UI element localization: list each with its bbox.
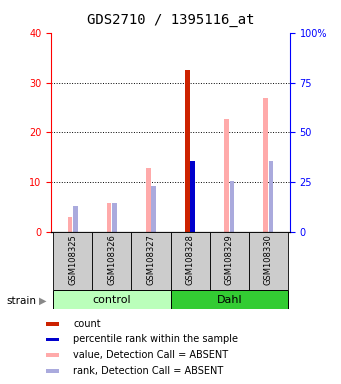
Bar — [68, 217, 72, 232]
Text: GSM108325: GSM108325 — [68, 234, 77, 285]
Bar — [185, 70, 190, 232]
Bar — [107, 204, 112, 232]
Bar — [131, 232, 170, 290]
Bar — [269, 161, 273, 232]
Bar — [112, 204, 117, 232]
Bar — [53, 290, 170, 309]
Bar — [46, 369, 59, 373]
Bar — [224, 119, 229, 232]
Text: GSM108326: GSM108326 — [107, 234, 116, 285]
Bar — [229, 181, 234, 232]
Text: ▶: ▶ — [39, 296, 47, 306]
Bar — [53, 232, 92, 290]
Bar — [185, 162, 190, 232]
Text: strain: strain — [7, 296, 37, 306]
Text: GSM108328: GSM108328 — [186, 234, 195, 285]
Bar — [146, 169, 150, 232]
Bar — [263, 98, 268, 232]
Bar — [170, 290, 288, 309]
Text: control: control — [92, 295, 131, 305]
Bar — [191, 161, 195, 232]
Text: GSM108329: GSM108329 — [225, 234, 234, 285]
Text: GSM108327: GSM108327 — [146, 234, 155, 285]
Bar — [73, 206, 78, 232]
Bar — [92, 232, 131, 290]
Bar — [151, 186, 156, 232]
Bar — [46, 322, 59, 326]
Bar — [46, 338, 59, 341]
Text: Dahl: Dahl — [217, 295, 242, 305]
Bar — [249, 232, 288, 290]
Text: GDS2710 / 1395116_at: GDS2710 / 1395116_at — [87, 13, 254, 27]
Text: rank, Detection Call = ABSENT: rank, Detection Call = ABSENT — [73, 366, 223, 376]
Text: value, Detection Call = ABSENT: value, Detection Call = ABSENT — [73, 350, 228, 360]
Text: count: count — [73, 319, 101, 329]
Bar — [170, 232, 210, 290]
Bar — [46, 353, 59, 357]
Bar — [210, 232, 249, 290]
Text: percentile rank within the sample: percentile rank within the sample — [73, 334, 238, 344]
Text: GSM108330: GSM108330 — [264, 234, 273, 285]
